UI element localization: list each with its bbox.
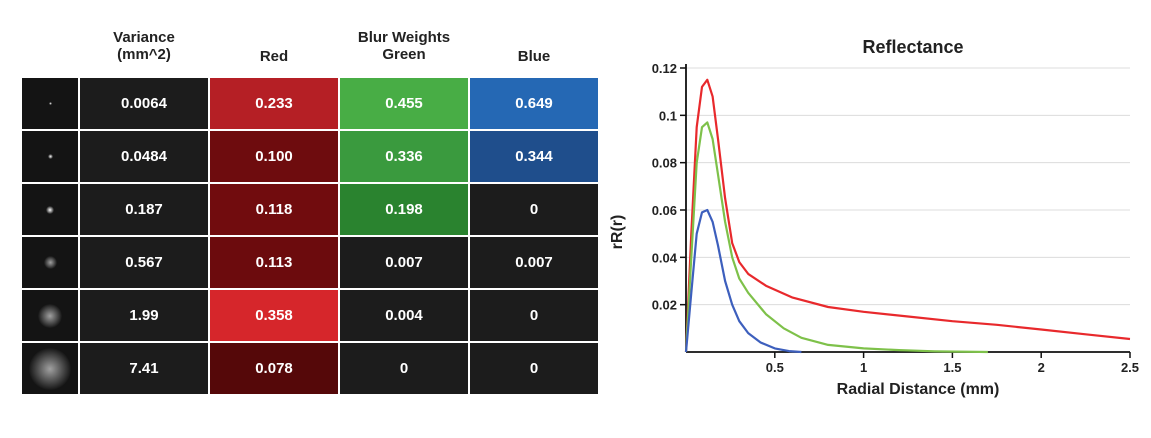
- x-tick-label: 0.5: [766, 360, 784, 375]
- cell-variance: 0.567: [80, 237, 208, 288]
- header-variance-line2: (mm^2): [117, 46, 171, 63]
- blur-kernel-swatch: [22, 237, 78, 288]
- x-tick-label: 1: [860, 360, 867, 375]
- cell-green: 0.455: [340, 78, 468, 129]
- header-red: Red: [259, 48, 289, 65]
- y-tick-label: 0.04: [652, 250, 678, 265]
- cell-variance: 7.41: [80, 343, 208, 394]
- cell-green: 0: [340, 343, 468, 394]
- y-tick-label: 0.12: [652, 61, 677, 76]
- cell-red: 0.358: [210, 290, 338, 341]
- blur-dot-icon: [38, 303, 62, 328]
- cell-blue: 0.344: [470, 131, 598, 182]
- cell-green: 0.198: [340, 184, 468, 235]
- green-series-line: [684, 121, 988, 354]
- blur-dot-icon: [29, 347, 71, 390]
- chart-title: Reflectance: [862, 37, 963, 57]
- blur-kernel-swatch: [22, 290, 78, 341]
- blur-dot-icon: [43, 256, 57, 269]
- header-variance: Variance (mm^2): [80, 29, 208, 63]
- blur-kernel-swatch: [22, 78, 78, 129]
- y-tick-label: 0.06: [652, 203, 677, 218]
- cell-blue: 0: [470, 184, 598, 235]
- red-series-line: [684, 78, 1131, 353]
- y-tick-label: 0.02: [652, 298, 677, 313]
- blue-series-line: [684, 208, 802, 354]
- cell-variance: 0.187: [80, 184, 208, 235]
- cell-red: 0.100: [210, 131, 338, 182]
- blur-dot-icon: [48, 102, 52, 105]
- cell-green: 0.336: [340, 131, 468, 182]
- table-header: Variance (mm^2) Red Blur Weights Green B…: [22, 24, 598, 78]
- y-axis-label: rR(r): [609, 215, 626, 250]
- chart-series: [684, 78, 1131, 354]
- header-blue: Blue: [517, 48, 551, 65]
- cell-green: 0.004: [340, 290, 468, 341]
- header-green: Green: [382, 46, 426, 63]
- cell-variance: 0.0484: [80, 131, 208, 182]
- cell-variance: 0.0064: [80, 78, 208, 129]
- blur-kernel-swatch: [22, 343, 78, 394]
- y-tick-label: 0.08: [652, 156, 677, 171]
- cell-red: 0.078: [210, 343, 338, 394]
- x-tick-label: 2.5: [1121, 360, 1139, 375]
- blur-dot-icon: [47, 154, 53, 159]
- cell-red: 0.233: [210, 78, 338, 129]
- x-tick-label: 2: [1038, 360, 1045, 375]
- blur-kernel-swatch: [22, 131, 78, 182]
- cell-green: 0.007: [340, 237, 468, 288]
- cell-blue: 0: [470, 343, 598, 394]
- blur-weights-table: Variance (mm^2) Red Blur Weights Green B…: [22, 24, 598, 398]
- blur-dot-icon: [46, 205, 54, 214]
- x-axis-label: Radial Distance (mm): [837, 381, 1000, 398]
- header-green-group: Blur Weights Green: [340, 29, 468, 63]
- y-tick-labels: 0.02 0.04 0.06 0.08 0.1 0.12: [652, 61, 678, 313]
- reflectance-chart: Reflectance 0.02 0.04 0.06 0.08 0.1 0.12 0.5 1…: [609, 37, 1139, 398]
- header-blur-weights: Blur Weights: [357, 29, 451, 46]
- cell-blue: 0.649: [470, 78, 598, 129]
- blur-kernel-swatch: [22, 184, 78, 235]
- y-tick-label: 0.1: [659, 108, 677, 123]
- table-body: 0.0064 0.233 0.455 0.649 0.0484 0.100 0.336 0.3…: [22, 78, 598, 398]
- cell-blue: 0.007: [470, 237, 598, 288]
- header-variance-line1: Variance: [113, 29, 175, 46]
- x-tick-labels: 0.5 1 1.5 2 2.5: [766, 360, 1139, 375]
- chart-gridlines: [686, 67, 1130, 306]
- cell-red: 0.113: [210, 237, 338, 288]
- x-tick-label: 1.5: [943, 360, 961, 375]
- cell-red: 0.118: [210, 184, 338, 235]
- cell-blue: 0: [470, 290, 598, 341]
- cell-variance: 1.99: [80, 290, 208, 341]
- chart-axes: [680, 64, 1131, 358]
